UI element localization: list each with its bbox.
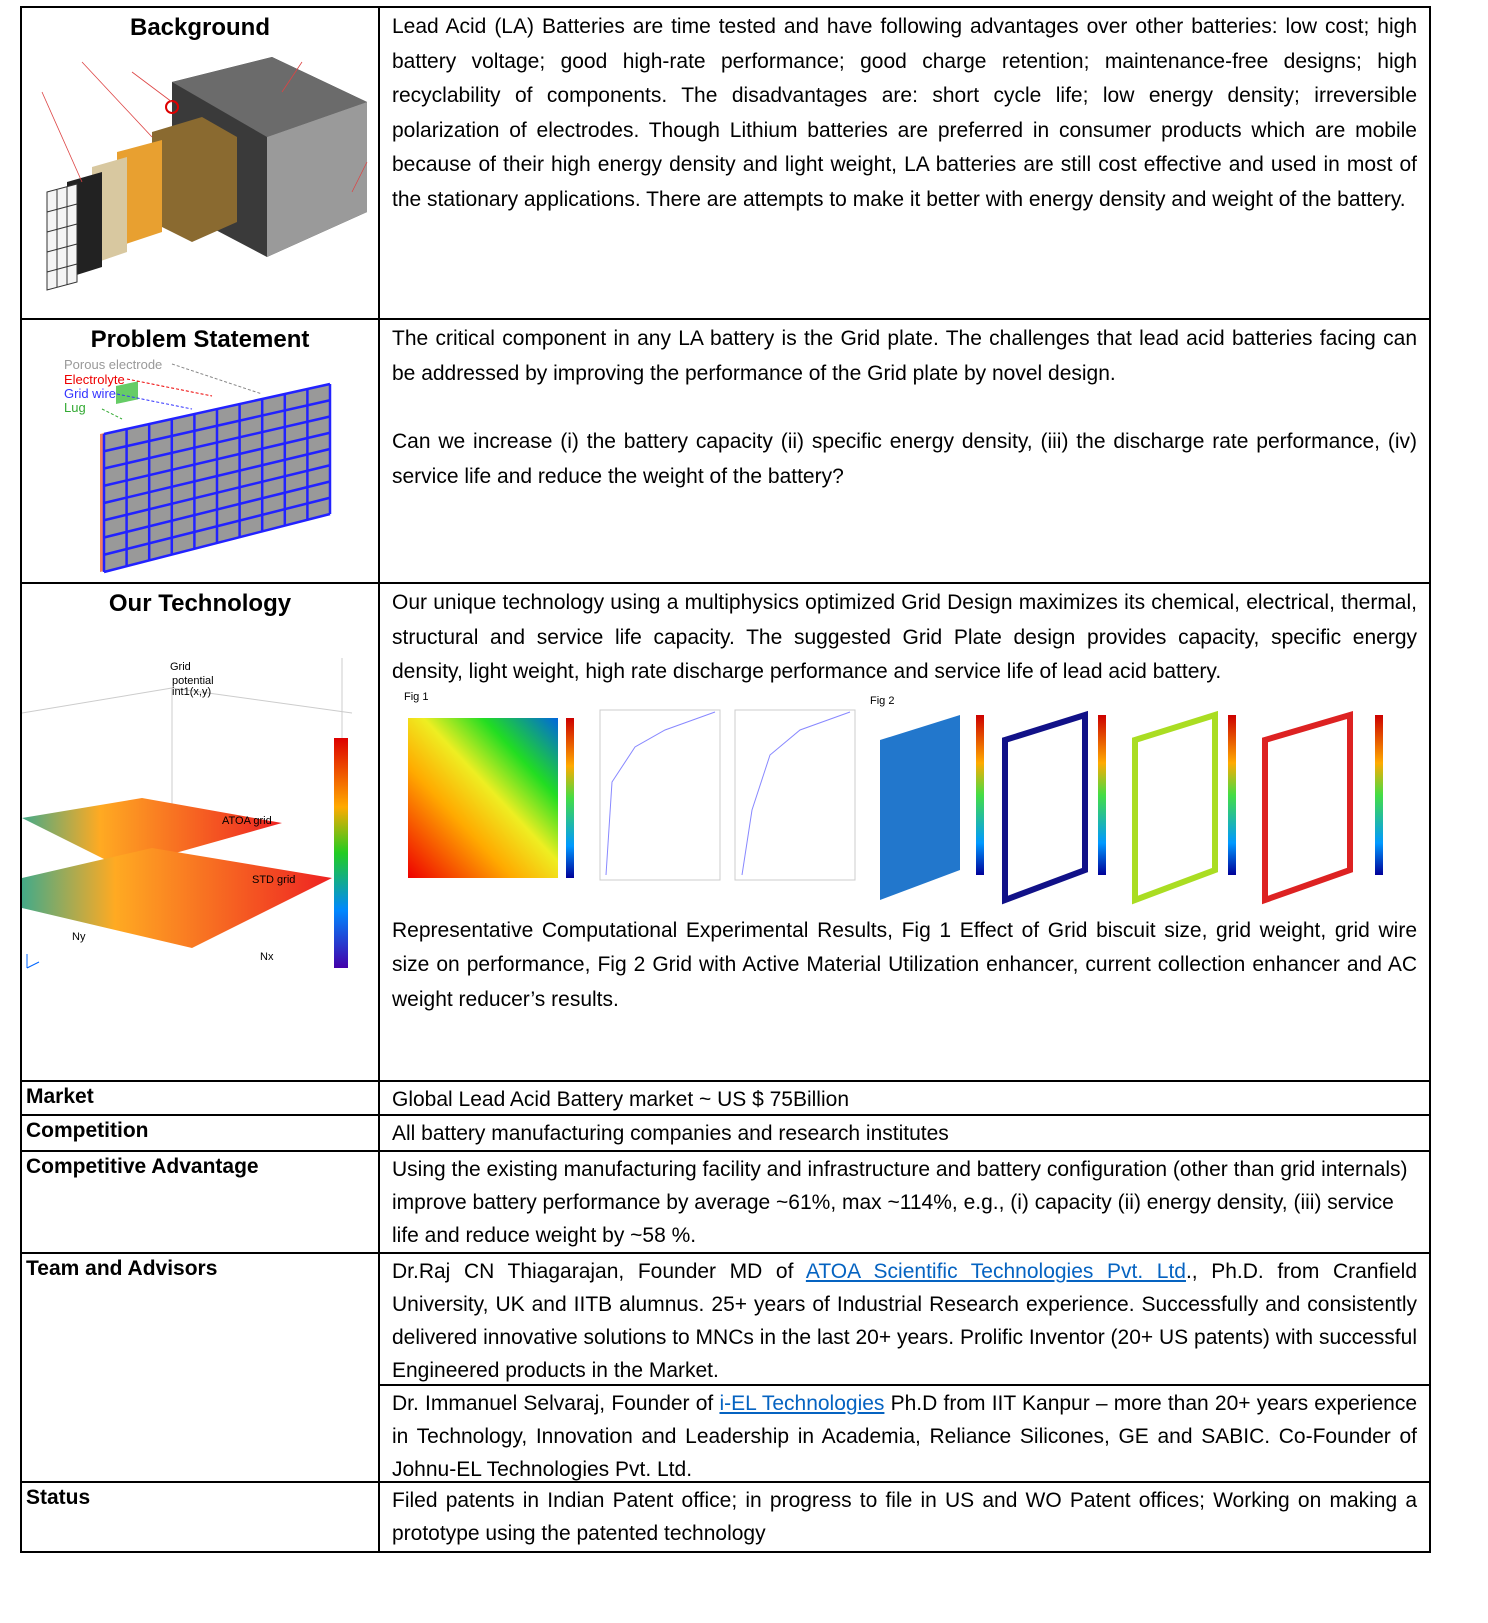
paragraph: The critical component in any LA battery… xyxy=(392,322,1417,391)
row-label: Status xyxy=(22,1483,378,1551)
row-text: Global Lead Acid Battery market ~ US $ 7… xyxy=(380,1082,1429,1114)
row-heading: Our Technology xyxy=(22,584,378,618)
surface-label: ATOA grid xyxy=(222,815,272,827)
text: Dr.Raj CN Thiagarajan, Founder MD of xyxy=(392,1260,806,1283)
figure-caption: Representative Computational Experimenta… xyxy=(380,912,1429,1018)
results-figures: Fig 1 Fig 2 xyxy=(380,690,1427,912)
figure-label: Lug xyxy=(64,400,86,415)
row-text: Filed patents in Indian Patent office; i… xyxy=(380,1483,1429,1551)
figure-label: Fig 2 xyxy=(870,695,894,707)
battery-illustration xyxy=(22,42,376,312)
row-text: Our unique technology using a multiphysi… xyxy=(380,584,1429,690)
row-label: Team and Advisors xyxy=(22,1254,378,1354)
row-text: Using the existing manufacturing facilit… xyxy=(380,1152,1429,1252)
figure-label: Porous electrode xyxy=(64,357,162,372)
axis-title: int1(x,y) xyxy=(172,686,211,698)
row-heading: Background xyxy=(22,8,378,42)
row-text: All battery manufacturing companies and … xyxy=(380,1116,1429,1150)
page: Background Lead Acid (LA) Batteries are … xyxy=(0,0,1488,1623)
axis-label: Nx xyxy=(260,951,274,963)
axis-title: Grid xyxy=(170,661,191,673)
row-label: Competition xyxy=(22,1116,378,1150)
figure-label: Electrolyte xyxy=(64,372,125,387)
row-label: Competitive Advantage xyxy=(22,1152,378,1252)
row-heading: Problem Statement xyxy=(22,320,378,354)
summary-table: Background Lead Acid (LA) Batteries are … xyxy=(20,6,1431,1553)
row-text: Lead Acid (LA) Batteries are time tested… xyxy=(380,8,1429,318)
paragraph: Can we increase (i) the battery capacity… xyxy=(392,425,1417,494)
figure-label: Grid wire xyxy=(64,386,116,401)
member-text: Dr.Raj CN Thiagarajan, Founder MD of ATO… xyxy=(380,1254,1429,1384)
figure-label: Fig 1 xyxy=(404,691,428,703)
surface-label: STD grid xyxy=(252,874,295,886)
member-text: Dr. Immanuel Selvaraj, Founder of i-EL T… xyxy=(380,1386,1429,1481)
text: Dr. Immanuel Selvaraj, Founder of xyxy=(392,1392,719,1415)
company-link[interactable]: i-EL Technologies xyxy=(719,1392,884,1415)
company-link[interactable]: ATOA Scientific Technologies Pvt. Ltd xyxy=(806,1260,1186,1283)
axis-label: Ny xyxy=(72,931,86,943)
potential-plot: Grid potential int1(x,y) ATOA grid STD g… xyxy=(22,618,376,1058)
grid-plate-illustration: Porous electrode Electrolyte Grid wire L… xyxy=(22,354,376,579)
row-label: Market xyxy=(22,1082,378,1114)
